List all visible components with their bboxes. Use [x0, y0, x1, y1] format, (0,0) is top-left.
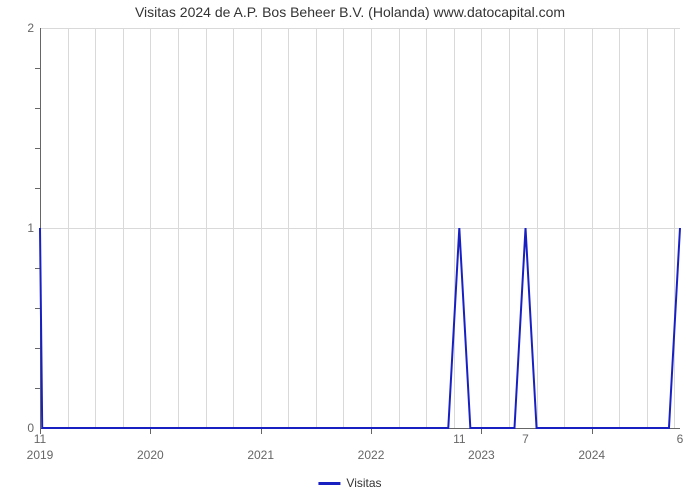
x-tick-label: 2019: [27, 448, 54, 462]
legend-swatch: [318, 482, 340, 485]
chart-plot-area: 012201920202021202220232024111176: [40, 28, 680, 428]
x-tick-label: 2022: [358, 448, 385, 462]
x-tick-label: 2024: [578, 448, 605, 462]
data-point-label: 6: [677, 432, 684, 446]
line-series: [40, 28, 680, 428]
y-tick-label: 2: [27, 21, 34, 35]
x-tick-label: 2023: [468, 448, 495, 462]
x-tick-label: 2021: [247, 448, 274, 462]
chart-title: Visitas 2024 de A.P. Bos Beheer B.V. (Ho…: [0, 4, 700, 20]
chart-legend: Visitas: [318, 476, 381, 490]
y-tick-label: 1: [27, 221, 34, 235]
data-point-label: 11: [34, 432, 46, 446]
data-point-label: 7: [522, 432, 529, 446]
x-tick-label: 2020: [137, 448, 164, 462]
legend-label: Visitas: [346, 476, 381, 490]
data-point-label: 11: [453, 432, 465, 446]
